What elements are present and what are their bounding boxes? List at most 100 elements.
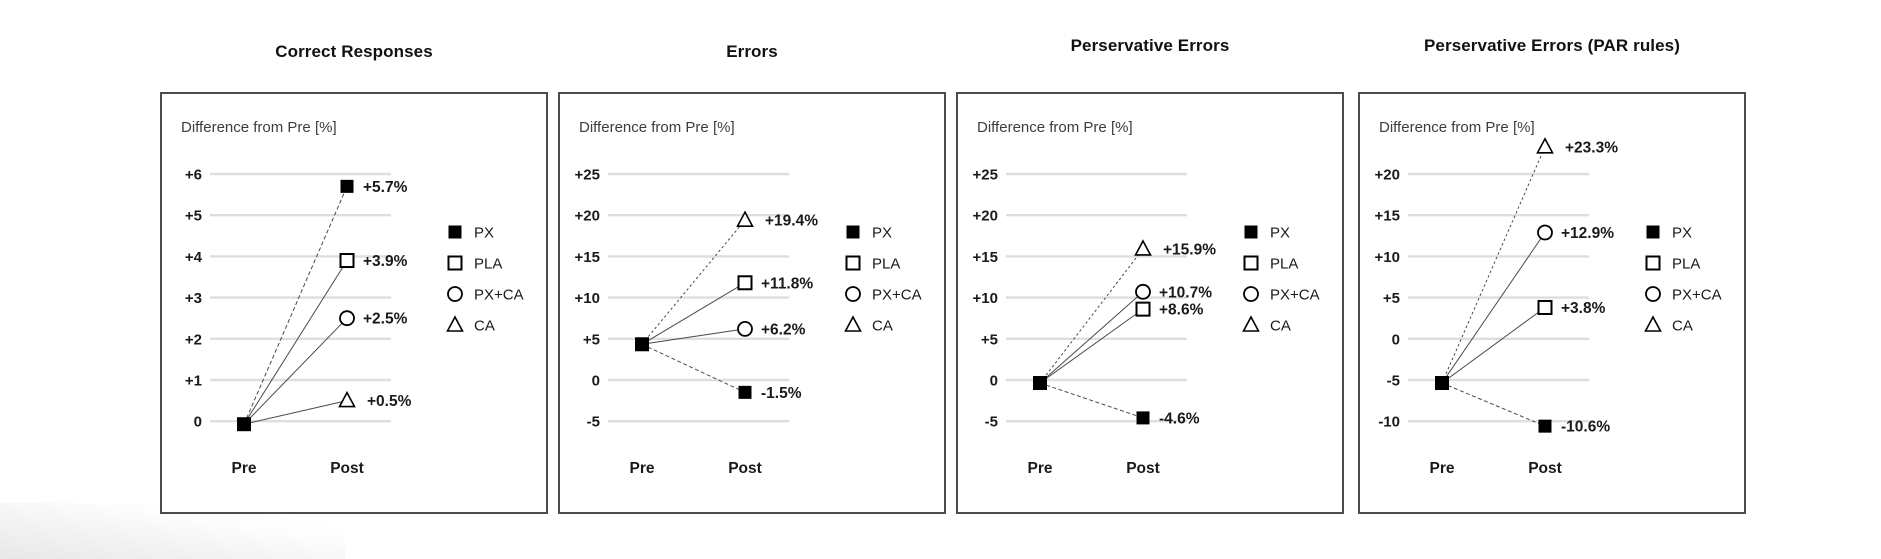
filled-square-marker-post-px	[738, 385, 752, 399]
series-line-ca	[641, 219, 746, 345]
open-square-marker-post-pla	[737, 275, 753, 291]
y-tick-label: +15	[1375, 208, 1400, 225]
y-tick-label: +1	[185, 373, 202, 390]
y-tick-label: +20	[575, 208, 600, 225]
x-axis-label-pre: Pre	[1430, 460, 1455, 477]
legend-label-pla: PLA	[1672, 256, 1700, 273]
open-square-marker-post-pla	[1135, 301, 1151, 317]
chart-canvas-perservative-errors-par-rules: Difference from Pre [%] +20 +15 +10 +5 0 -5 -10…	[1375, 119, 1722, 477]
open-triangle-marker-post-ca	[1536, 137, 1554, 154]
y-tick-label: +3	[185, 290, 202, 307]
y-tick-label: +10	[1375, 249, 1400, 266]
filled-square-marker-legend	[846, 225, 860, 239]
value-label-pla: +11.8%	[761, 275, 813, 292]
open-circle-marker-post-px-ca	[339, 310, 355, 327]
series-line-px	[1441, 382, 1546, 427]
open-triangle-marker-legend	[1644, 315, 1662, 332]
series-line-px-ca	[1039, 291, 1144, 384]
value-label-ca: +19.4%	[765, 213, 818, 230]
series-line-px	[641, 343, 746, 393]
value-label-px-ca: +2.5%	[363, 311, 408, 328]
open-square-marker-legend	[447, 255, 463, 271]
open-triangle-marker-legend	[1242, 315, 1260, 332]
y-tick-label: -10	[1378, 414, 1400, 431]
series-line-px-ca	[243, 317, 348, 425]
series-line-px	[243, 186, 348, 425]
value-label-ca: +23.3%	[1565, 139, 1618, 156]
open-triangle-marker-legend	[844, 315, 862, 332]
series-line-ca	[1441, 146, 1546, 384]
value-label-pla: +8.6%	[1159, 302, 1204, 319]
value-label-ca: +0.5%	[367, 393, 412, 410]
y-tick-label: +5	[583, 331, 600, 348]
series-line-px-ca	[641, 328, 746, 345]
filled-square-marker-post-px	[1538, 419, 1552, 433]
chart-title-correct-responses: Correct Responses	[275, 42, 433, 61]
y-tick-label: -5	[985, 414, 998, 431]
y-tick-label: +5	[981, 331, 998, 348]
open-square-marker-post-pla	[1537, 299, 1553, 315]
legend-label-px: PX	[1672, 225, 1692, 242]
open-circle-marker-legend	[447, 286, 463, 302]
chart-panel-errors: Difference from Pre [%] +25 +20 +15 +10 +5 0 -5…	[558, 92, 946, 514]
series-line-ca	[243, 400, 348, 425]
legend-label-pla: PLA	[872, 256, 900, 273]
y-tick-label: +20	[973, 208, 998, 225]
open-square-marker-legend	[1645, 255, 1661, 271]
axis-note: Difference from Pre [%]	[181, 119, 337, 136]
open-square-marker-legend	[845, 255, 861, 271]
open-circle-marker-post-px-ca	[1135, 283, 1151, 300]
open-square-marker-legend	[1243, 255, 1259, 271]
filled-square-marker-legend	[1646, 225, 1660, 239]
series-line-pla	[641, 282, 746, 345]
legend-label-px: PX	[1270, 225, 1290, 242]
legend: PX PLA PX+CA CA	[1644, 225, 1722, 335]
legend-label-px-ca: PX+CA	[474, 287, 524, 304]
x-axis-label-post: Post	[1126, 460, 1160, 477]
series-line-pla	[1039, 308, 1144, 384]
y-tick-label: +5	[185, 208, 202, 225]
open-square-marker-post-pla	[339, 253, 355, 269]
filled-square-marker-pre	[1033, 376, 1047, 390]
filled-square-marker-legend	[1244, 225, 1258, 239]
chart-title-perservative-errors-par-rules: Perservative Errors (PAR rules)	[1423, 36, 1681, 55]
open-circle-marker-legend	[845, 286, 861, 302]
filled-square-marker-pre	[237, 417, 251, 432]
value-label-ca: +15.9%	[1163, 241, 1216, 258]
legend-label-ca: CA	[1270, 318, 1291, 335]
x-axis-label-post: Post	[728, 460, 762, 477]
y-tick-label: +2	[185, 331, 202, 348]
axis-note: Difference from Pre [%]	[579, 119, 735, 136]
value-label-px: -4.6%	[1159, 410, 1200, 427]
legend: PX PLA PX+CA CA	[446, 225, 524, 335]
series-line-px-ca	[1441, 232, 1546, 384]
y-tick-label: 0	[990, 373, 998, 390]
legend: PX PLA PX+CA CA	[844, 225, 922, 335]
x-axis-label-pre: Pre	[630, 460, 655, 477]
y-tick-label: +10	[973, 290, 998, 307]
legend-label-px: PX	[872, 225, 892, 242]
value-label-pla: +3.9%	[363, 253, 408, 270]
open-triangle-marker-post-ca	[338, 390, 356, 408]
y-tick-label: 0	[1392, 331, 1400, 348]
legend-label-px-ca: PX+CA	[1672, 287, 1722, 304]
value-label-px-ca: +12.9%	[1561, 225, 1614, 242]
chart-panel-correct-responses: Difference from Pre [%] +6 +5 +4 +3 +2 +1 0 +5.7…	[160, 92, 548, 514]
series-line-ca	[1039, 248, 1144, 384]
open-circle-marker-legend	[1243, 286, 1259, 302]
chart-canvas-correct-responses: Difference from Pre [%] +6 +5 +4 +3 +2 +1 0 +5.7…	[181, 119, 524, 477]
open-triangle-marker-post-ca	[736, 210, 754, 227]
open-triangle-marker-post-ca	[1134, 239, 1152, 256]
y-tick-label: +5	[1383, 290, 1400, 307]
x-axis-label-post: Post	[330, 460, 364, 477]
y-tick-label: +15	[973, 249, 998, 266]
open-circle-marker-legend	[1645, 286, 1661, 302]
chart-panel-perservative-errors-par-rules: Difference from Pre [%] +20 +15 +10 +5 0 -5 -10…	[1358, 92, 1746, 514]
legend-label-px-ca: PX+CA	[872, 287, 922, 304]
legend: PX PLA PX+CA CA	[1242, 225, 1320, 335]
filled-square-marker-post-px	[340, 179, 354, 193]
value-label-px-ca: +6.2%	[761, 321, 806, 338]
y-tick-label: 0	[194, 414, 202, 431]
y-tick-label: +20	[1375, 167, 1400, 184]
series-line-pla	[243, 260, 348, 425]
